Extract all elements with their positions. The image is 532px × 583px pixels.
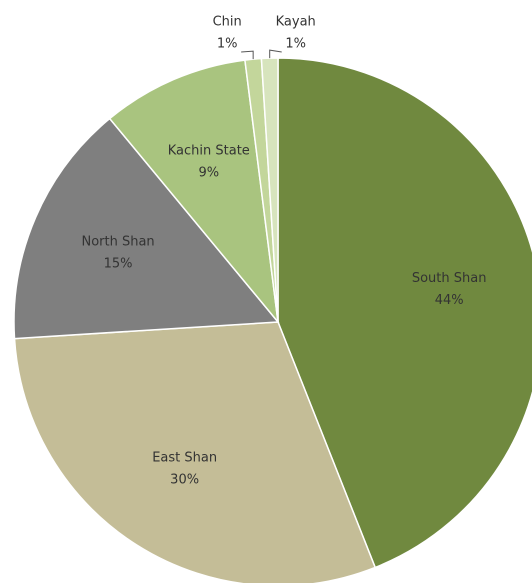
slice-value: 1% (285, 37, 306, 52)
slice-label: East Shan (152, 451, 217, 466)
slice-label: South Shan (412, 271, 487, 286)
slice-label: Kayah (276, 15, 316, 30)
slice-value: 44% (435, 293, 464, 308)
slice-label: North Shan (81, 234, 154, 249)
leader-line (269, 49, 282, 59)
pie-slice (277, 57, 532, 569)
slice-value: 1% (217, 37, 238, 52)
pie-slice (108, 59, 280, 325)
leader-line (241, 50, 254, 60)
slice-value: 30% (170, 473, 199, 488)
slice-value: 15% (104, 256, 133, 271)
slice-label: Kachin State (168, 144, 250, 159)
slice-label: Chin (213, 15, 242, 30)
slice-value: 9% (198, 166, 219, 181)
pie-slice (13, 117, 280, 340)
pie-slice (13, 321, 377, 583)
